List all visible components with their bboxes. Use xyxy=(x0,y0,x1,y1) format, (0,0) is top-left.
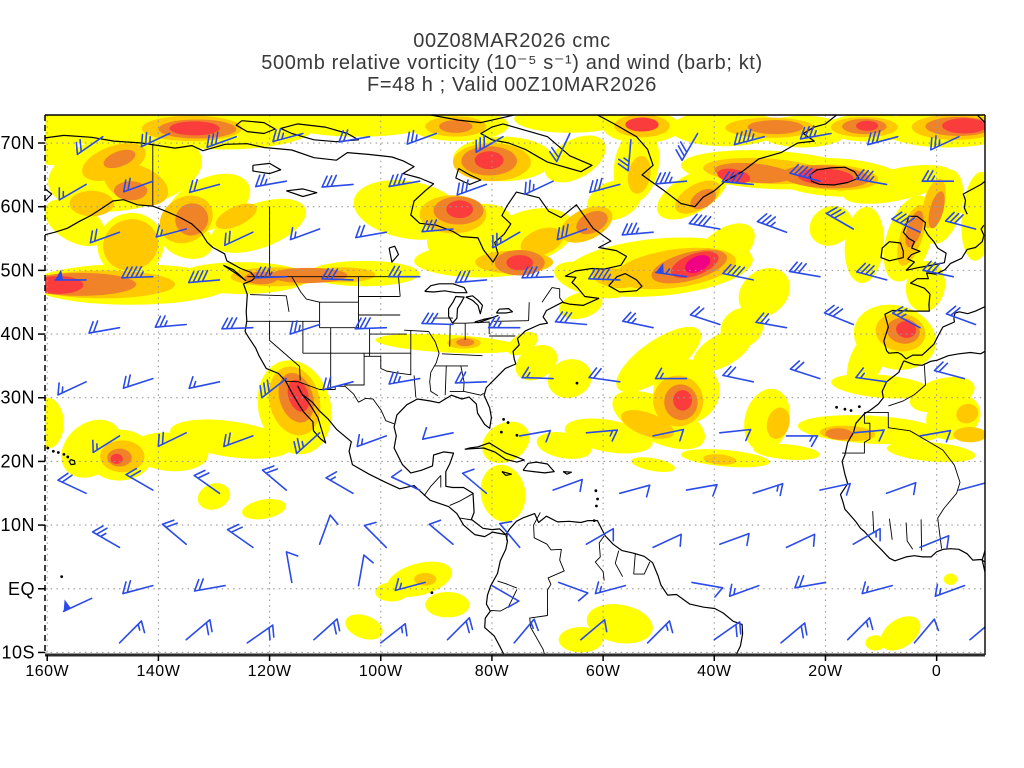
svg-text:120W: 120W xyxy=(248,663,292,680)
svg-text:60W: 60W xyxy=(586,663,621,680)
svg-text:70N: 70N xyxy=(0,133,35,153)
svg-text:100W: 100W xyxy=(359,663,403,680)
svg-text:140W: 140W xyxy=(137,663,181,680)
chart-title-run: 00Z08MAR2026 cmc xyxy=(413,30,611,52)
svg-text:0: 0 xyxy=(932,663,941,680)
svg-text:10S: 10S xyxy=(1,642,35,662)
svg-text:40N: 40N xyxy=(0,324,35,344)
svg-text:10N: 10N xyxy=(0,515,35,535)
svg-text:50N: 50N xyxy=(0,260,35,280)
svg-text:60N: 60N xyxy=(0,197,35,217)
svg-text:40W: 40W xyxy=(697,663,732,680)
chart-header: 00Z08MAR2026 cmc 500mb relative vorticit… xyxy=(0,30,1024,96)
chart-title-field: 500mb relative vorticity (10⁻⁵ s⁻¹) and … xyxy=(261,52,763,74)
svg-text:160W: 160W xyxy=(25,663,69,680)
svg-text:30N: 30N xyxy=(0,388,35,408)
svg-text:EQ: EQ xyxy=(8,579,35,599)
svg-text:20N: 20N xyxy=(0,451,35,471)
svg-text:80W: 80W xyxy=(475,663,510,680)
svg-text:20W: 20W xyxy=(808,663,843,680)
chart-title-valid: F=48 h ; Valid 00Z10MAR2026 xyxy=(367,74,657,96)
